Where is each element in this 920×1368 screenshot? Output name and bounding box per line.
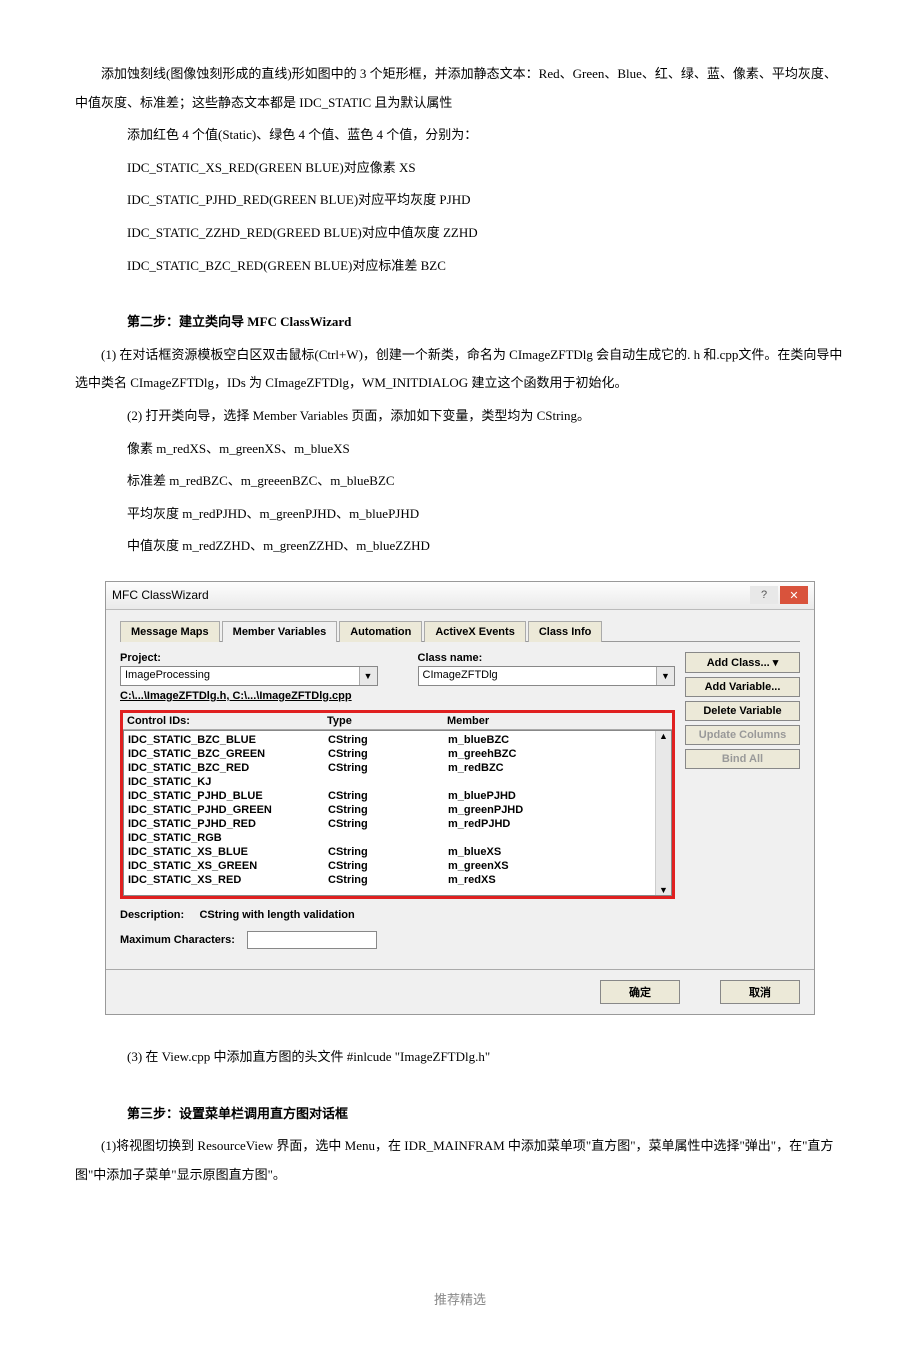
paragraph: IDC_STATIC_XS_RED(GREEN BLUE)对应像素 XS — [75, 154, 845, 183]
class-value: CImageZFTDlg — [419, 667, 657, 685]
list-item[interactable]: IDC_STATIC_PJHD_REDCStringm_redPJHD — [128, 817, 651, 831]
scrollbar[interactable]: ▲ ▼ — [655, 731, 671, 895]
scroll-up-icon[interactable]: ▲ — [656, 731, 671, 741]
window-title: MFC ClassWizard — [112, 588, 209, 602]
project-combo[interactable]: ImageProcessing ▼ — [120, 666, 378, 686]
tab-message-maps[interactable]: Message Maps — [120, 621, 220, 642]
titlebar: MFC ClassWizard ? ✕ — [106, 582, 814, 610]
tab-activex-events[interactable]: ActiveX Events — [424, 621, 525, 642]
page-footer: 推荐精选 — [75, 1289, 845, 1308]
chevron-down-icon[interactable]: ▼ — [359, 667, 377, 685]
list-item[interactable]: IDC_STATIC_BZC_REDCStringm_redBZC — [128, 761, 651, 775]
list-item[interactable]: IDC_STATIC_RGB — [128, 831, 651, 845]
col-control-ids: Control IDs: — [127, 715, 327, 727]
paragraph: 添加红色 4 个值(Static)、绿色 4 个值、蓝色 4 个值，分别为： — [75, 121, 845, 150]
paragraph: IDC_STATIC_ZZHD_RED(GREED BLUE)对应中值灰度 ZZ… — [75, 219, 845, 248]
paragraph: 标准差 m_redBZC、m_greeenBZC、m_blueBZC — [75, 467, 845, 496]
paragraph: 添加蚀刻线(图像蚀刻形成的直线)形如图中的 3 个矩形框，并添加静态文本：Red… — [75, 60, 845, 117]
paragraph: (1)将视图切换到 ResourceView 界面，选中 Menu，在 IDR_… — [75, 1132, 845, 1189]
col-type: Type — [327, 715, 447, 727]
list-rows[interactable]: IDC_STATIC_BZC_BLUECStringm_blueBZCIDC_S… — [124, 731, 655, 895]
delete-variable-button[interactable]: Delete Variable — [685, 701, 800, 721]
maxchar-label: Maximum Characters: — [120, 934, 235, 946]
paragraph: 中值灰度 m_redZZHD、m_greenZZHD、m_blueZZHD — [75, 532, 845, 561]
scroll-down-icon[interactable]: ▼ — [656, 885, 671, 895]
description-value: CString with length validation — [199, 909, 354, 921]
class-label: Class name: — [418, 652, 676, 664]
col-member: Member — [447, 715, 668, 727]
project-label: Project: — [120, 652, 378, 664]
chevron-down-icon[interactable]: ▼ — [656, 667, 674, 685]
list-item[interactable]: IDC_STATIC_PJHD_GREENCStringm_greenPJHD — [128, 803, 651, 817]
paragraph: (3) 在 View.cpp 中添加直方图的头文件 #inlcude "Imag… — [75, 1043, 845, 1072]
mfc-classwizard-dialog: MFC ClassWizard ? ✕ Message Maps Member … — [105, 581, 815, 1015]
list-item[interactable]: IDC_STATIC_BZC_GREENCStringm_greehBZC — [128, 747, 651, 761]
tab-class-info[interactable]: Class Info — [528, 621, 603, 642]
tab-bar: Message Maps Member Variables Automation… — [120, 620, 800, 642]
list-item[interactable]: IDC_STATIC_BZC_BLUECStringm_blueBZC — [128, 733, 651, 747]
ok-button[interactable]: 确定 — [600, 980, 680, 1004]
bind-all-button[interactable]: Bind All — [685, 749, 800, 769]
paragraph: 平均灰度 m_redPJHD、m_greenPJHD、m_bluePJHD — [75, 500, 845, 529]
paragraph: 像素 m_redXS、m_greenXS、m_blueXS — [75, 435, 845, 464]
list-item[interactable]: IDC_STATIC_XS_GREENCStringm_greenXS — [128, 859, 651, 873]
close-icon[interactable]: ✕ — [780, 586, 808, 604]
project-value: ImageProcessing — [121, 667, 359, 685]
paragraph: IDC_STATIC_BZC_RED(GREEN BLUE)对应标准差 BZC — [75, 252, 845, 281]
paragraph: (1) 在对话框资源模板空白区双击鼠标(Ctrl+W)，创建一个新类，命名为 C… — [75, 341, 845, 398]
list-item[interactable]: IDC_STATIC_XS_BLUECStringm_blueXS — [128, 845, 651, 859]
class-combo[interactable]: CImageZFTDlg ▼ — [418, 666, 676, 686]
list-item[interactable]: IDC_STATIC_KJ — [128, 775, 651, 789]
list-item[interactable]: IDC_STATIC_PJHD_BLUECStringm_bluePJHD — [128, 789, 651, 803]
control-ids-listbox: Control IDs: Type Member IDC_STATIC_BZC_… — [120, 710, 675, 899]
step-heading-2: 第二步：建立类向导 MFC ClassWizard — [75, 308, 845, 337]
description-label: Description: — [120, 909, 184, 921]
add-variable-button[interactable]: Add Variable... — [685, 677, 800, 697]
maxchar-input[interactable] — [247, 931, 377, 949]
cancel-button[interactable]: 取消 — [720, 980, 800, 1004]
paragraph: (2) 打开类向导，选择 Member Variables 页面，添加如下变量，… — [75, 402, 845, 431]
paragraph: IDC_STATIC_PJHD_RED(GREEN BLUE)对应平均灰度 PJ… — [75, 186, 845, 215]
file-path: C:\...\ImageZFTDlg.h, C:\...\ImageZFTDlg… — [120, 690, 675, 702]
step-heading-3: 第三步：设置菜单栏调用直方图对话框 — [75, 1100, 845, 1129]
help-icon[interactable]: ? — [750, 586, 778, 604]
tab-member-variables[interactable]: Member Variables — [222, 621, 338, 642]
add-class-button[interactable]: Add Class... ▾ — [685, 652, 800, 673]
update-columns-button[interactable]: Update Columns — [685, 725, 800, 745]
tab-automation[interactable]: Automation — [339, 621, 422, 642]
list-item[interactable]: IDC_STATIC_XS_REDCStringm_redXS — [128, 873, 651, 887]
